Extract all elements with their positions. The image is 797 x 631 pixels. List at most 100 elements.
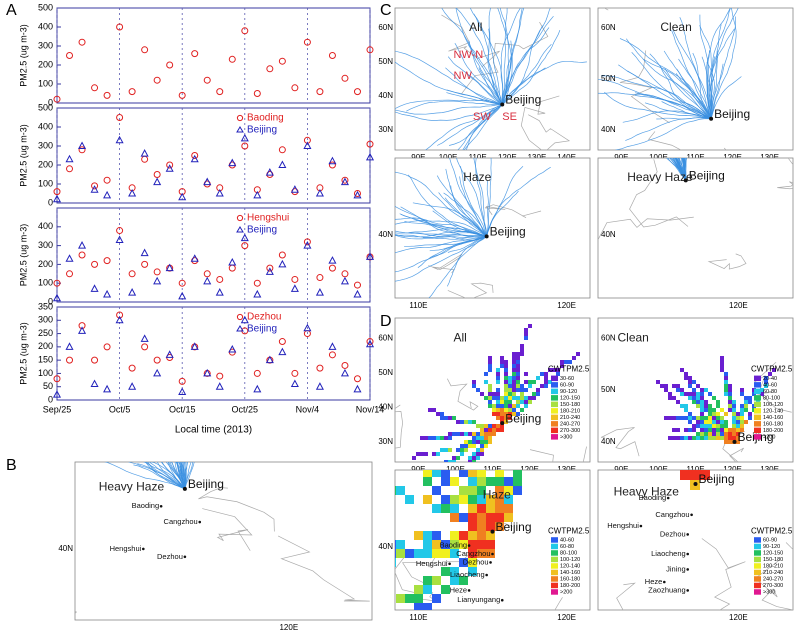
grid-cell <box>516 400 520 404</box>
data-point <box>353 384 362 393</box>
grid-cell <box>504 384 508 388</box>
grid-cell <box>512 404 516 408</box>
place-dot <box>182 486 187 491</box>
grid-cell <box>728 408 732 412</box>
trajectory <box>447 56 503 105</box>
trajectory <box>699 25 713 119</box>
grid-cell <box>504 408 508 412</box>
data-point <box>240 315 249 324</box>
grid-cell <box>468 558 477 567</box>
data-point <box>128 88 136 96</box>
grid-cell <box>424 436 428 440</box>
grid-cell <box>477 477 486 486</box>
grid-cell <box>708 432 712 436</box>
grid-cell <box>720 436 724 440</box>
data-point <box>66 356 74 364</box>
grid-cell <box>480 448 484 452</box>
legend-swatch <box>754 556 761 563</box>
grid-cell <box>496 392 500 396</box>
trajectory <box>184 462 194 489</box>
grid-cell <box>448 460 452 462</box>
grid-cell <box>476 452 480 456</box>
grid-cell <box>720 368 724 372</box>
data-point <box>78 241 87 249</box>
grid-cell <box>516 388 520 392</box>
trajectory <box>395 234 487 240</box>
legend-swatch <box>754 388 761 395</box>
grid-cell <box>441 477 450 486</box>
trajectory <box>502 29 561 105</box>
grid-cell <box>672 396 676 400</box>
data-point <box>191 50 199 58</box>
data-point <box>240 233 249 242</box>
place-dot <box>666 496 670 500</box>
legend-title: CWTPM2.5 <box>751 526 793 535</box>
trajectory <box>635 92 712 120</box>
grid-cell <box>450 549 459 558</box>
grid-cell <box>688 376 692 380</box>
data-point <box>353 190 361 197</box>
legend-label: 100-120 <box>763 402 783 408</box>
grid-cell <box>688 392 692 396</box>
grid-cell <box>504 400 508 404</box>
data-point <box>65 342 74 350</box>
grid-cell <box>412 456 416 460</box>
y-axis-label: PM2.5 (ug m-3) <box>18 224 28 287</box>
trajectory <box>170 462 186 490</box>
grid-cell <box>496 376 500 380</box>
grid-cell <box>423 585 432 594</box>
y-tick-label: 0 <box>48 97 53 107</box>
grid-cell <box>444 448 448 452</box>
legend-swatch <box>551 543 558 550</box>
place-label: Dezhou <box>157 552 183 561</box>
data-point <box>216 275 224 283</box>
grid-cell <box>564 360 568 364</box>
trajectory <box>626 38 712 119</box>
trajectory <box>180 462 186 489</box>
grid-cell <box>688 396 692 400</box>
grid-cell <box>484 440 488 444</box>
grid-cell <box>500 424 504 428</box>
data-point <box>90 379 99 388</box>
grid-cell <box>468 440 472 444</box>
place-dot <box>663 580 666 584</box>
trajectory <box>441 8 503 105</box>
legend-swatch <box>551 414 558 421</box>
grid-cell <box>488 392 492 396</box>
grid-cell <box>680 436 684 440</box>
grid-cell <box>672 384 676 388</box>
grid-cell <box>496 408 500 412</box>
place-dot <box>686 568 689 571</box>
grid-cell <box>696 392 700 396</box>
grid-cell <box>520 400 524 404</box>
grid-cell <box>716 400 720 404</box>
y-tick-label: 200 <box>38 159 53 169</box>
place-label: Dezhou <box>463 557 489 566</box>
trajectory <box>684 158 687 181</box>
map-title: Heavy Haze <box>614 485 680 499</box>
lat-label: 50N <box>601 74 616 83</box>
trajectory <box>176 462 186 490</box>
place-label: Beijing <box>188 477 224 491</box>
grid-cell <box>704 404 708 408</box>
trajectory <box>699 14 712 119</box>
grid-cell <box>552 368 556 372</box>
grid-cell <box>460 448 464 452</box>
trajectory <box>182 462 186 489</box>
x-tick-label: Oct/5 <box>109 404 131 414</box>
grid-cell <box>500 416 504 420</box>
grid-cell <box>468 464 472 468</box>
trajectory <box>671 29 712 119</box>
data-point <box>203 76 211 84</box>
grid-cell <box>692 428 696 432</box>
grid-cell <box>459 486 468 495</box>
legend-title: CWTPM2.5 <box>548 526 590 535</box>
grid-cell <box>436 452 440 456</box>
grid-cell <box>664 416 668 420</box>
data-point <box>290 379 299 388</box>
grid-cell <box>492 404 496 408</box>
grid-cell <box>660 384 664 388</box>
legend-swatch <box>754 382 761 388</box>
legend-swatch <box>551 395 558 401</box>
